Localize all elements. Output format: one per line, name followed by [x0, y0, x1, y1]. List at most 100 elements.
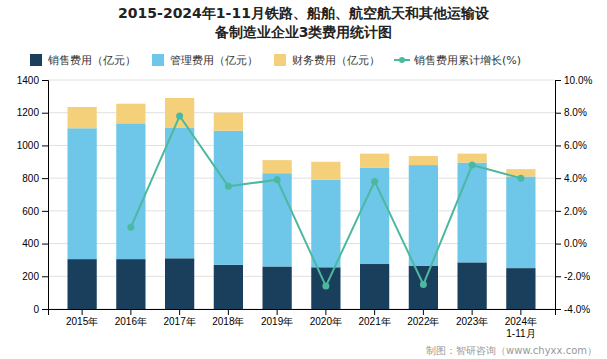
line-marker — [469, 162, 476, 169]
tick: 2015年 — [66, 309, 98, 327]
tick-label: 1200 — [17, 107, 40, 118]
bar — [360, 154, 389, 168]
tick: 2024年1-11月 — [505, 309, 537, 339]
legend-item: 销售费用（亿元） — [30, 54, 136, 67]
marks — [68, 98, 536, 309]
tick-label: 1400 — [17, 75, 40, 86]
tick: 1000 — [17, 140, 48, 151]
tick-label: 1000 — [17, 140, 40, 151]
tick-label: -4.0% — [564, 304, 590, 315]
tspan-element: 1-11月 — [506, 328, 535, 339]
tick-label: 800 — [22, 173, 39, 184]
bar — [409, 156, 438, 165]
tick: 800 — [22, 173, 48, 184]
tick-mark — [555, 80, 561, 81]
tick-mark — [520, 309, 521, 315]
bar — [311, 162, 340, 180]
bar — [360, 168, 389, 265]
tick-mark — [555, 113, 561, 114]
bar — [360, 264, 389, 309]
tick-label: 2017年 — [164, 316, 196, 327]
tick-label: 8.0% — [564, 107, 587, 118]
grid-line — [48, 80, 555, 81]
tick: 2017年 — [164, 309, 196, 327]
line — [131, 116, 521, 286]
tick: 1200 — [17, 107, 48, 118]
tick-mark — [42, 244, 48, 245]
tick-label: 2024年1-11月 — [505, 316, 537, 339]
line-marker — [517, 175, 524, 182]
tspan-element: 2024年 — [505, 316, 537, 327]
tick-mark — [555, 244, 561, 245]
tick-label: 10.0% — [564, 75, 592, 86]
axis-line — [556, 81, 562, 310]
legend-swatch — [399, 57, 405, 63]
tick: 10.0% — [555, 75, 592, 86]
line-marker — [127, 224, 134, 231]
tick: 0.0% — [555, 238, 587, 249]
tick-mark — [555, 145, 561, 146]
tick-label: 200 — [22, 271, 39, 282]
tick-label: 600 — [22, 206, 39, 217]
bar — [263, 266, 292, 309]
tick-label: 0.0% — [564, 238, 587, 249]
footer: 制图：智研咨询（www.chyxx.com） — [426, 345, 597, 356]
tick: 1400 — [17, 75, 48, 86]
bar-series — [68, 123, 536, 268]
tick: 400 — [22, 238, 48, 249]
bar — [311, 267, 340, 309]
bar — [263, 160, 292, 173]
tick-mark — [42, 309, 48, 310]
legend-label: 管理费用（亿元） — [170, 54, 258, 67]
axis-line — [42, 81, 49, 310]
line-marker — [322, 283, 329, 290]
tick-mark — [555, 211, 561, 212]
bar — [458, 154, 487, 163]
tick-mark — [130, 309, 131, 315]
tick-mark — [179, 309, 180, 315]
tick-label: 2015年 — [66, 316, 98, 327]
bar — [458, 262, 487, 309]
line-marker — [420, 281, 427, 288]
bar — [214, 113, 243, 131]
tick-label: 2.0% — [564, 206, 587, 217]
bar — [409, 165, 438, 266]
bar — [116, 104, 145, 124]
tick-mark — [423, 309, 424, 315]
bar — [214, 265, 243, 309]
bar — [506, 177, 535, 269]
legend: 销售费用（亿元） 管理费用（亿元） 财务费用（亿元） 销售费用累计增长(%) — [30, 54, 521, 67]
tick: -4.0% — [555, 304, 590, 315]
tick-label: 2020年 — [310, 316, 342, 327]
legend-swatch — [30, 54, 42, 66]
bar — [68, 107, 97, 128]
tick-mark — [277, 309, 278, 315]
tick-mark — [42, 145, 48, 146]
tick: -2.0% — [555, 271, 590, 282]
tick: 2.0% — [555, 206, 587, 217]
bar — [165, 98, 194, 127]
tick-mark — [228, 309, 229, 315]
legend-label: 财务费用（亿元） — [292, 54, 380, 67]
tick-mark — [374, 309, 375, 315]
bar — [263, 173, 292, 266]
bar — [165, 258, 194, 309]
legend-item: 管理费用（亿元） — [152, 54, 258, 67]
bar-series — [68, 258, 536, 309]
tick: 200 — [22, 271, 48, 282]
tick: 2022年 — [407, 309, 439, 327]
bar — [214, 131, 243, 265]
tick-label: 4.0% — [564, 173, 587, 184]
tick-mark — [42, 178, 48, 179]
tick-mark — [325, 309, 326, 315]
tick-label: 2023年 — [456, 316, 488, 327]
tick: 2016年 — [115, 309, 147, 327]
tick: 2023年 — [456, 309, 488, 327]
bar — [458, 163, 487, 263]
legend-item: 销售费用累计增长(%) — [394, 54, 521, 67]
tick-label: 2021年 — [359, 316, 391, 327]
x-axis: 2015年2016年2017年2018年2019年2020年2021年2022年… — [49, 309, 556, 339]
tick-label: 400 — [22, 238, 39, 249]
line-marker — [274, 176, 281, 183]
legend-swatch — [274, 54, 286, 66]
